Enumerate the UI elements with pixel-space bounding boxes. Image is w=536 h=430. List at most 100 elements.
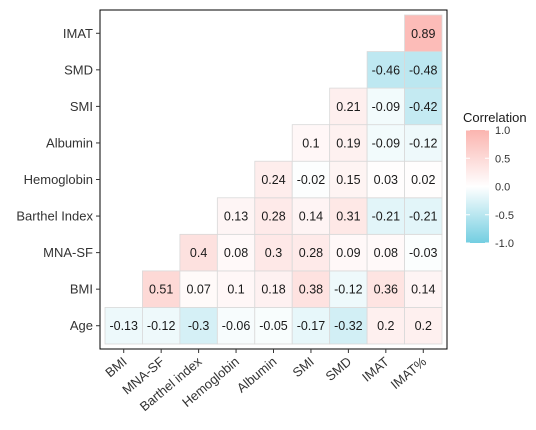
heatmap-cell bbox=[404, 51, 443, 89]
cell-value-label: 0.09 bbox=[336, 246, 360, 260]
cell-value-label: -0.21 bbox=[409, 210, 438, 224]
heatmap-cell bbox=[366, 197, 405, 235]
cell-value-label: 0.4 bbox=[190, 246, 207, 260]
heatmap-cell bbox=[366, 87, 405, 126]
heatmap-cell bbox=[329, 270, 368, 308]
heatmap-cell bbox=[179, 233, 218, 272]
cell-value-label: -0.46 bbox=[372, 63, 401, 77]
x-tick-label: Albumin bbox=[234, 354, 280, 396]
cell-value-label: -0.48 bbox=[409, 63, 438, 77]
legend-tick-label: 1.0 bbox=[495, 125, 510, 137]
y-tick-label: SMI bbox=[70, 99, 93, 114]
legend-tick-label: 0.0 bbox=[495, 182, 510, 194]
heatmap-cell bbox=[254, 160, 293, 199]
heatmap-cell bbox=[404, 197, 443, 235]
heatmap-cell bbox=[404, 14, 443, 52]
heatmap-cell bbox=[216, 270, 256, 308]
cell-value-label: 0.2 bbox=[415, 319, 432, 333]
cell-value-label: 0.2 bbox=[377, 319, 394, 333]
heatmap-cell bbox=[104, 307, 143, 345]
cell-value-label: 0.15 bbox=[336, 173, 360, 187]
cell-value-label: 0.07 bbox=[186, 283, 210, 297]
cell-value-label: -0.17 bbox=[297, 319, 326, 333]
y-tick-label: Hemoglobin bbox=[24, 172, 93, 187]
heatmap-cell bbox=[216, 233, 256, 272]
heatmap-cell bbox=[329, 197, 368, 235]
cell-value-label: -0.42 bbox=[409, 100, 438, 114]
cell-value-label: 0.18 bbox=[261, 283, 285, 297]
heatmap-cell bbox=[404, 307, 443, 345]
cell-value-label: -0.21 bbox=[372, 210, 401, 224]
heatmap-cell bbox=[291, 270, 331, 308]
cell-value-label: 0.14 bbox=[299, 210, 323, 224]
heatmap-cell bbox=[404, 87, 443, 126]
cell-value-label: 0.28 bbox=[299, 246, 323, 260]
heatmap-cell bbox=[329, 233, 368, 272]
heatmap-cell bbox=[216, 307, 256, 345]
cell-value-label: 0.24 bbox=[261, 173, 285, 187]
legend-tick-label: -0.5 bbox=[495, 210, 514, 222]
cell-value-label: 0.38 bbox=[299, 283, 323, 297]
heatmap-cell bbox=[329, 124, 368, 162]
cell-value-label: 0.03 bbox=[374, 173, 398, 187]
heatmap-cell bbox=[404, 233, 443, 272]
cell-value-label: 0.21 bbox=[336, 100, 360, 114]
cell-value-label: -0.03 bbox=[409, 246, 438, 260]
heatmap-cell bbox=[142, 270, 181, 308]
legend-colorbar bbox=[466, 130, 489, 243]
heatmap-cell bbox=[404, 124, 443, 162]
y-tick-label: MNA-SF bbox=[43, 245, 93, 260]
cell-value-label: -0.12 bbox=[147, 319, 176, 333]
cell-value-label: 0.51 bbox=[149, 283, 173, 297]
cell-value-label: -0.12 bbox=[409, 136, 438, 150]
legend-tick-label: 0.5 bbox=[495, 153, 510, 165]
heatmap-cell bbox=[366, 307, 405, 345]
x-tick-label: IMAT% bbox=[388, 354, 430, 393]
cell-value-label: 0.1 bbox=[302, 136, 319, 150]
cell-value-label: -0.32 bbox=[334, 319, 363, 333]
y-tick-label: BMI bbox=[70, 282, 93, 297]
cell-value-label: 0.13 bbox=[224, 210, 248, 224]
heatmap-cell bbox=[291, 160, 331, 199]
cell-value-label: -0.09 bbox=[372, 136, 401, 150]
legend: Correlation 1.0 0.5 0.0 -0.5 -1.0 bbox=[463, 110, 527, 250]
cell-value-label: 0.02 bbox=[411, 173, 435, 187]
heatmap-cells: -0.13 -0.12 -0.3 -0.06 -0.05 -0.17 -0.32 0.2 0.2… bbox=[104, 14, 443, 345]
cell-value-label: -0.06 bbox=[222, 319, 251, 333]
heatmap-cell bbox=[254, 270, 293, 308]
cell-value-label: 0.89 bbox=[411, 27, 435, 41]
x-tick-label: SMD bbox=[323, 354, 355, 384]
cell-value-label: -0.12 bbox=[334, 283, 363, 297]
heatmap-cell bbox=[179, 270, 218, 308]
cell-value-label: -0.3 bbox=[188, 319, 210, 333]
y-tick-label: Barthel Index bbox=[16, 209, 93, 224]
cell-value-label: 0.14 bbox=[411, 283, 435, 297]
cell-value-label: 0.08 bbox=[224, 246, 248, 260]
x-tick-label: SMI bbox=[290, 354, 317, 380]
y-tick-label: IMAT bbox=[63, 26, 93, 41]
cell-value-label: -0.09 bbox=[372, 100, 401, 114]
heatmap-cell bbox=[329, 87, 368, 126]
cell-value-label: 0.36 bbox=[374, 283, 398, 297]
cell-value-label: 0.3 bbox=[265, 246, 282, 260]
cell-value-label: 0.1 bbox=[227, 283, 244, 297]
heatmap-cell bbox=[142, 307, 181, 345]
cell-value-label: 0.08 bbox=[374, 246, 398, 260]
cell-value-label: -0.05 bbox=[259, 319, 288, 333]
heatmap-cell bbox=[254, 307, 293, 345]
cell-value-label: 0.19 bbox=[336, 136, 360, 150]
cell-value-label: -0.02 bbox=[297, 173, 326, 187]
cell-value-label: 0.31 bbox=[336, 210, 360, 224]
heatmap-cell bbox=[291, 197, 331, 235]
legend-title: Correlation bbox=[463, 110, 527, 125]
heatmap-cell bbox=[329, 307, 368, 345]
y-tick-label: Albumin bbox=[46, 135, 93, 150]
y-axis-labels: Age BMI MNA-SF Barthel Index Hemoglobin Album… bbox=[16, 26, 100, 333]
x-tick-label: BMI bbox=[102, 354, 129, 380]
heatmap-cell bbox=[366, 51, 405, 89]
cell-value-label: 0.28 bbox=[261, 210, 285, 224]
heatmap-cell bbox=[291, 307, 331, 345]
y-tick-label: SMD bbox=[64, 62, 93, 77]
